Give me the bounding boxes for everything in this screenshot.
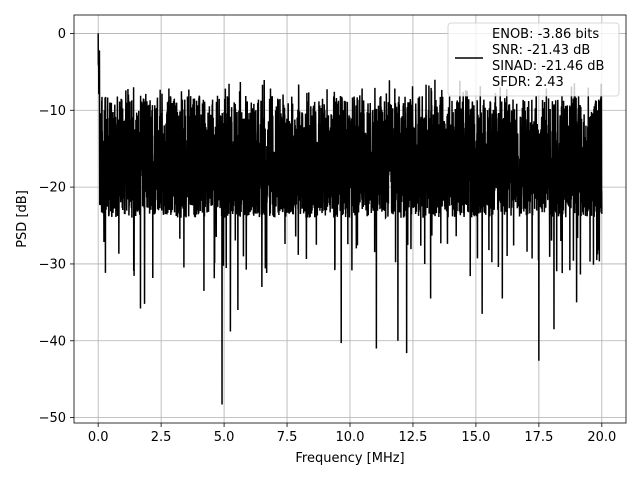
legend: ENOB: -3.86 bits SNR: -21.43 dB SINAD: -… <box>447 22 620 97</box>
x-tick-label: 17.5 <box>524 430 553 445</box>
y-tick-label: 0 <box>58 27 66 42</box>
legend-entry-sfdr: SFDR: 2.43 <box>492 75 564 90</box>
legend-entry-enob: ENOB: -3.86 bits <box>492 27 599 42</box>
x-tick-label: 20.0 <box>587 430 616 445</box>
x-tick-label: 2.5 <box>151 430 172 445</box>
y-axis: 0 −10 −20 −30 −40 −50 <box>39 27 74 426</box>
series-line <box>97 33 603 405</box>
y-tick-label: −10 <box>39 104 66 119</box>
legend-entry-snr: SNR: -21.43 dB <box>492 43 590 58</box>
legend-entry-sinad: SINAD: -21.46 dB <box>492 59 604 74</box>
series-psd <box>97 33 603 405</box>
x-tick-label: 0.0 <box>88 430 109 445</box>
x-tick-label: 5.0 <box>214 430 235 445</box>
x-tick-label: 7.5 <box>277 430 298 445</box>
x-axis-label: Frequency [MHz] <box>295 451 404 466</box>
y-tick-label: −50 <box>39 411 66 426</box>
y-tick-label: −40 <box>39 334 66 349</box>
y-tick-label: −20 <box>39 181 66 196</box>
x-tick-label: 12.5 <box>398 430 427 445</box>
x-axis: 0.0 2.5 5.0 7.5 10.0 12.5 15.0 17.5 20.0 <box>88 423 616 445</box>
legend-box <box>447 22 620 97</box>
y-tick-label: −30 <box>39 257 66 272</box>
x-tick-label: 15.0 <box>461 430 490 445</box>
y-axis-label: PSD [dB] <box>15 190 30 248</box>
x-tick-label: 10.0 <box>336 430 365 445</box>
